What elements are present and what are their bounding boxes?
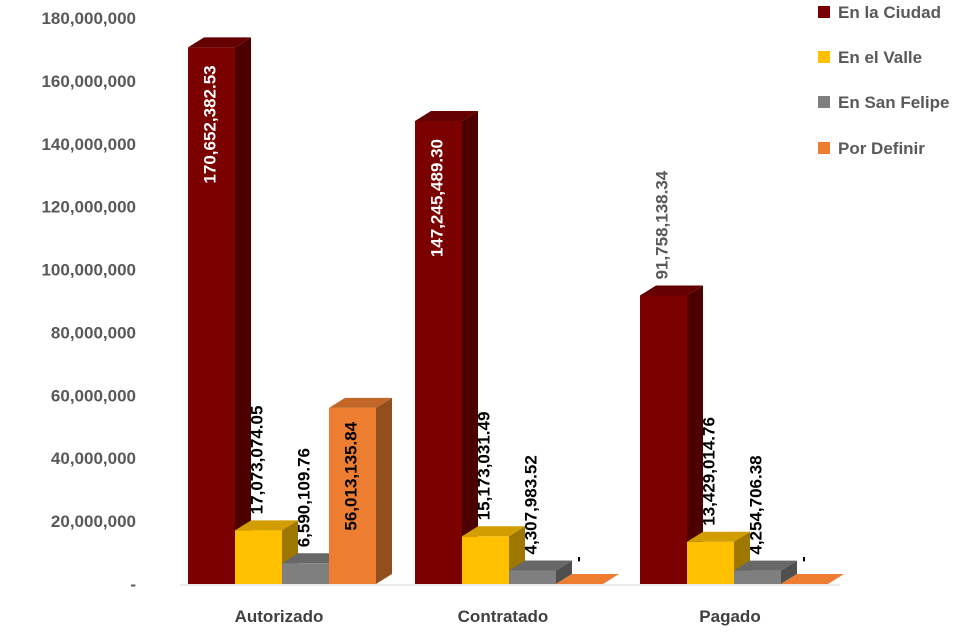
y-tick-label: 140,000,000	[41, 135, 136, 154]
bar-side	[235, 37, 251, 584]
data-label: 170,652,382.53	[201, 65, 220, 183]
bar-side	[462, 110, 478, 584]
y-tick-label: 20,000,000	[51, 512, 136, 531]
y-tick-label: 100,000,000	[41, 261, 136, 280]
data-label: 56,013,135.84	[342, 421, 361, 530]
bar-top	[235, 520, 298, 531]
data-label: -	[794, 556, 813, 562]
y-tick-label: 60,000,000	[51, 386, 136, 405]
bar	[235, 530, 282, 584]
bar-top	[509, 560, 572, 571]
data-label: 15,173,031.49	[475, 412, 494, 521]
legend-label: En San Felipe	[838, 93, 949, 112]
legend-label: En la Ciudad	[838, 3, 941, 22]
bar-top	[462, 526, 525, 537]
bar	[462, 536, 509, 584]
bar-top	[734, 560, 797, 571]
bar-side	[376, 397, 392, 584]
category-label: Pagado	[699, 607, 760, 626]
bar-side	[687, 285, 703, 584]
y-tick-label: 40,000,000	[51, 449, 136, 468]
legend-swatch	[818, 142, 830, 154]
legend-label: Por Definir	[838, 139, 925, 158]
legend-swatch	[818, 51, 830, 63]
y-tick-label: 160,000,000	[41, 72, 136, 91]
y-tick-label: 180,000,000	[41, 9, 136, 28]
bar-top	[188, 37, 251, 48]
bar-flat	[781, 574, 844, 584]
bar	[415, 120, 462, 584]
bar	[509, 570, 556, 584]
bar-flat	[556, 574, 619, 584]
category-label: Contratado	[458, 607, 549, 626]
y-tick-label: -	[130, 575, 136, 594]
data-label: 91,758,138.34	[653, 170, 672, 279]
bar-side	[781, 560, 797, 584]
bar-top	[640, 285, 703, 296]
bar-top	[415, 110, 478, 121]
bar-top	[329, 397, 392, 408]
category-label: Autorizado	[235, 607, 324, 626]
data-label: 4,307,983.52	[522, 455, 541, 554]
bar-top	[687, 531, 750, 542]
data-label: 17,073,074.05	[248, 406, 267, 515]
bar-side	[556, 560, 572, 584]
bar	[329, 407, 376, 584]
data-label: 147,245,489.30	[428, 139, 447, 257]
data-label: -	[569, 556, 588, 562]
data-label: 13,429,014.76	[700, 417, 719, 526]
legend-swatch	[818, 96, 830, 108]
y-tick-label: 80,000,000	[51, 323, 136, 342]
legend-label: En el Valle	[838, 48, 922, 67]
data-label: 6,590,109.76	[295, 448, 314, 547]
bar	[640, 295, 687, 584]
data-label: 4,254,706.38	[747, 455, 766, 554]
legend-swatch	[818, 6, 830, 18]
y-tick-label: 120,000,000	[41, 198, 136, 217]
bar	[734, 570, 781, 584]
bar	[687, 541, 734, 584]
bar	[282, 563, 329, 584]
bar	[188, 47, 235, 584]
